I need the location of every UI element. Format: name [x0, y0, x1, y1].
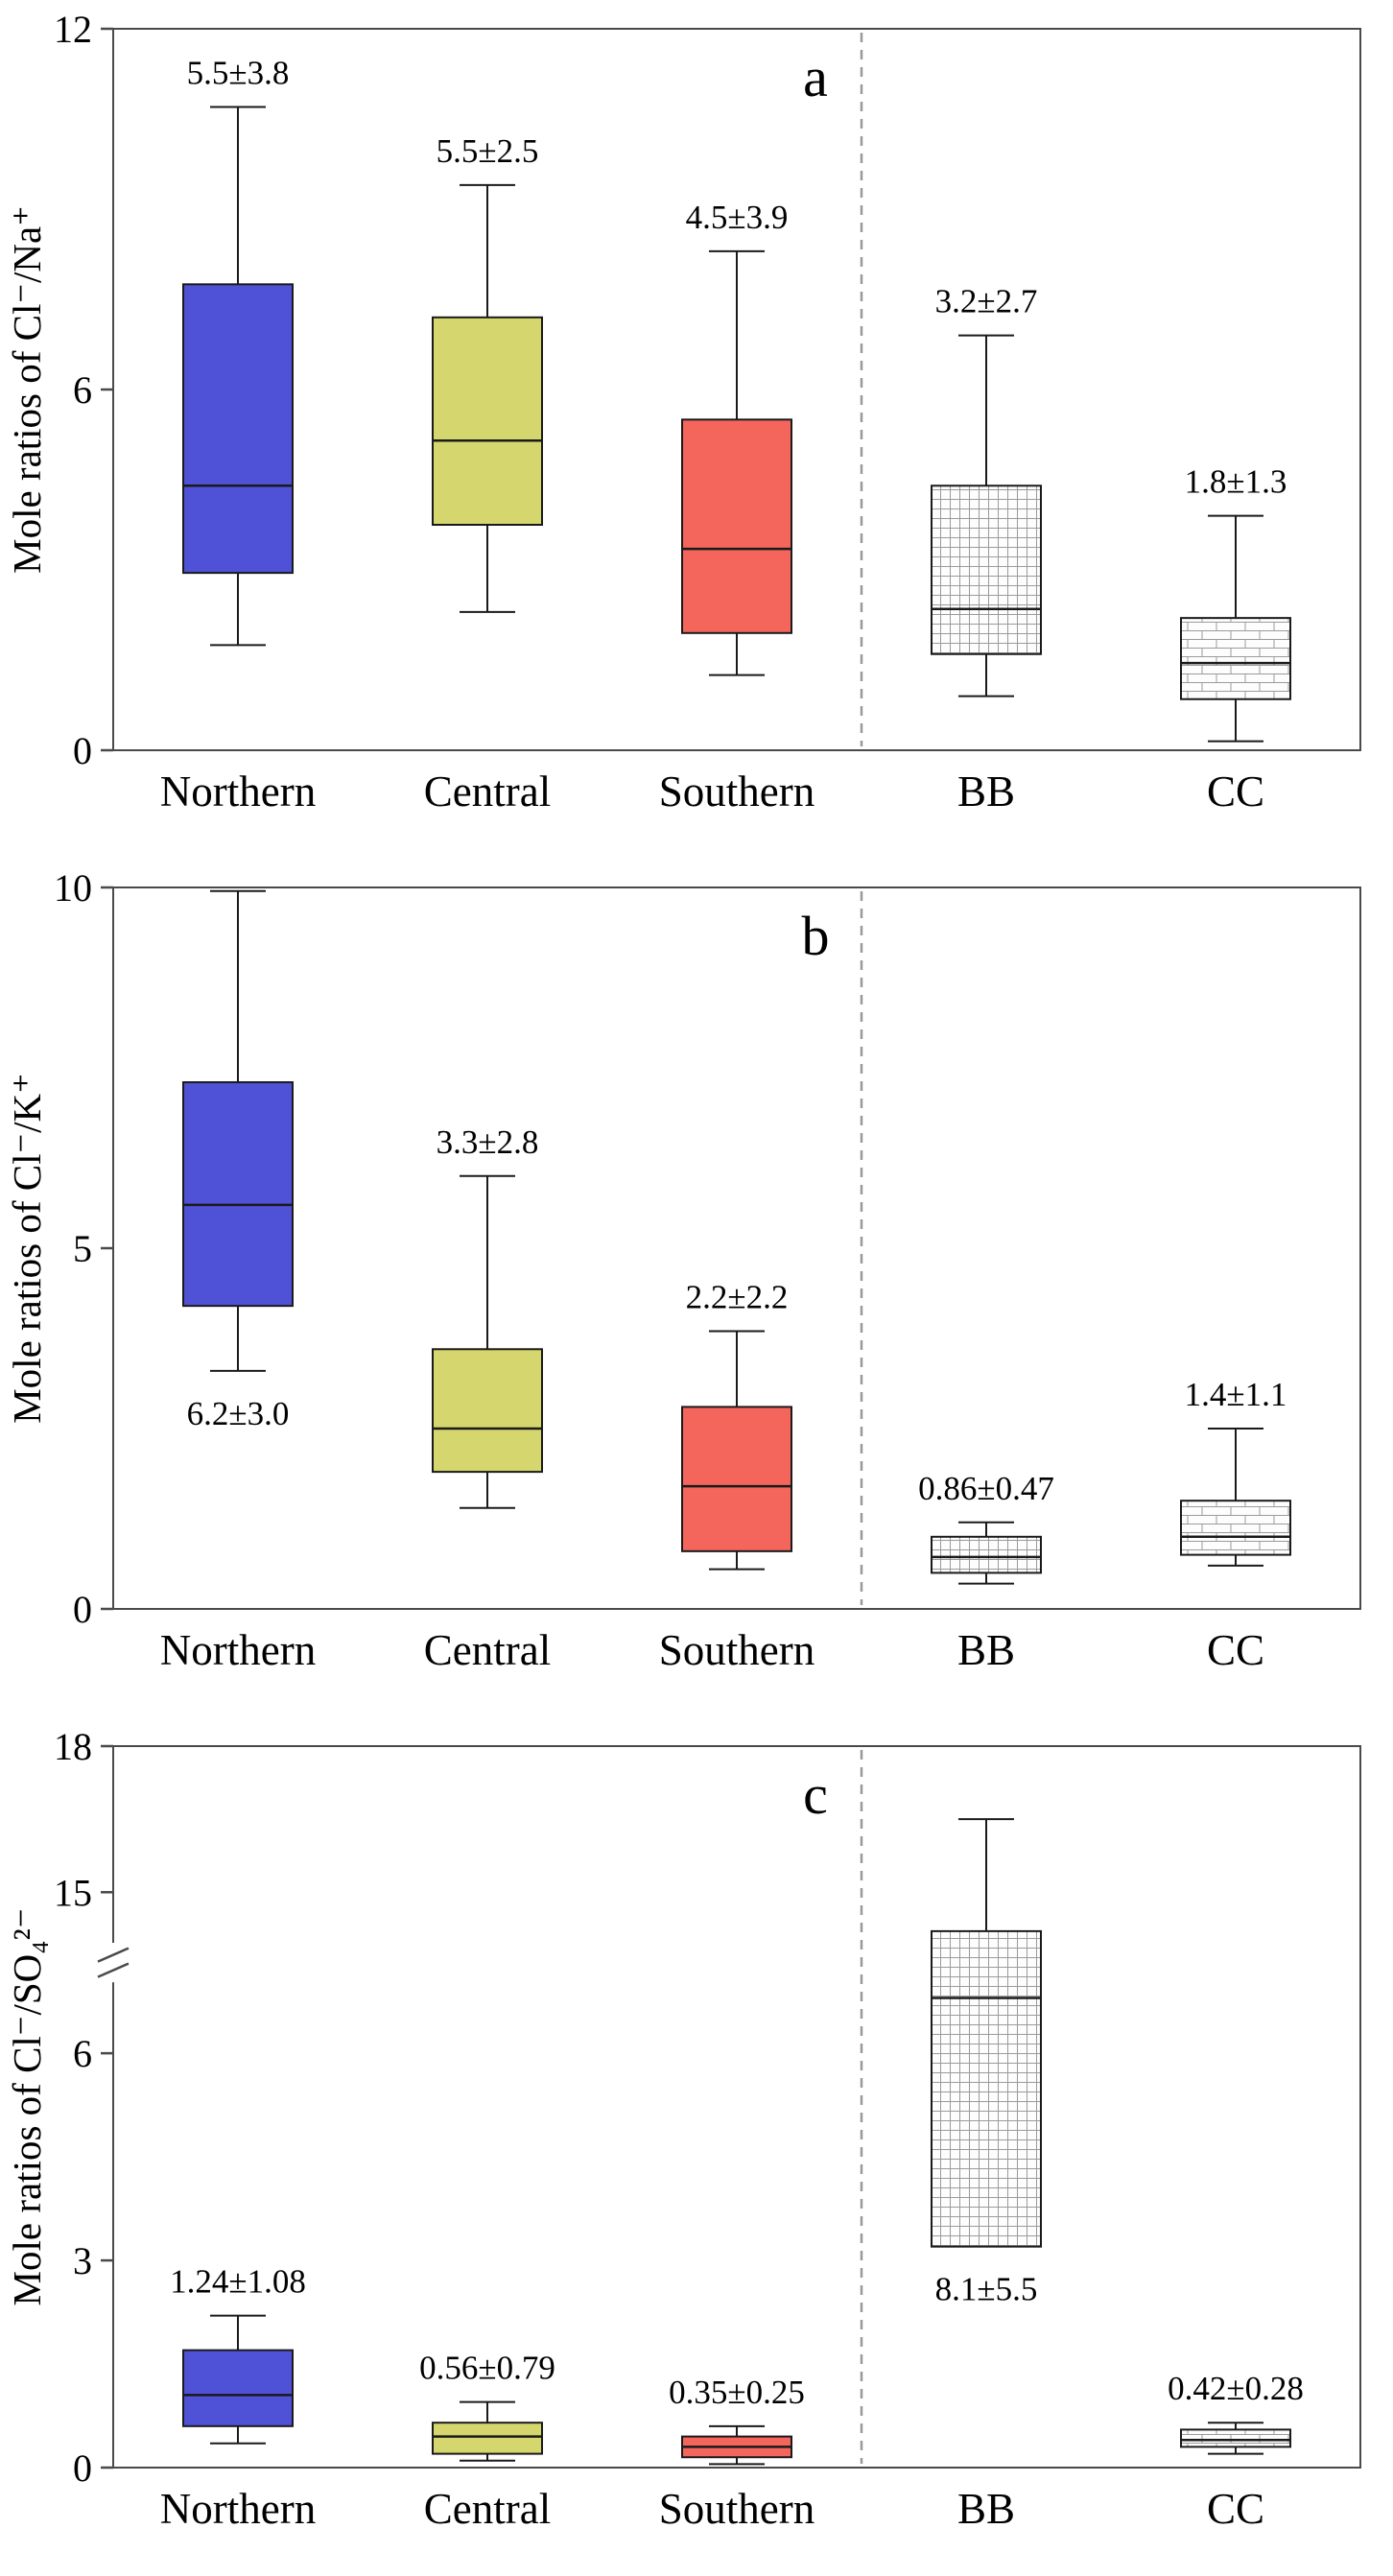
box-central: 0.56±0.79 — [419, 2350, 555, 2462]
axis-break-slash-2 — [97, 1962, 130, 1978]
mean-sd-label: 6.2±3.0 — [187, 1395, 290, 1432]
iqr-box — [1180, 617, 1291, 700]
category-label: Central — [424, 1626, 551, 1674]
category-label: BB — [957, 1626, 1015, 1674]
panel-a: 0 6 12 a Mole ratios of Cl⁻/Na⁺ 5.5±3.8 Northe… — [0, 0, 1393, 859]
category-label: Northern — [160, 1626, 316, 1674]
box-bb: 8.1±5.5 — [931, 1818, 1042, 2308]
category-label: CC — [1207, 2485, 1264, 2533]
iqr-box — [182, 283, 294, 575]
iqr-box — [182, 2349, 294, 2427]
box-cc: 1.8±1.3 — [1180, 463, 1291, 743]
box-cc: 1.4±1.1 — [1180, 1376, 1291, 1567]
mean-sd-label: 1.24±1.08 — [170, 2263, 306, 2301]
category-label: Northern — [160, 2485, 316, 2533]
y-tick-label: 5 — [73, 1227, 92, 1270]
category-label: Central — [424, 2485, 551, 2533]
iqr-box — [432, 1348, 543, 1474]
y-tick-label: 3 — [73, 2239, 92, 2282]
y-tick-label: 6 — [73, 368, 92, 412]
iqr-box — [1180, 2428, 1291, 2448]
iqr-box — [182, 1081, 294, 1308]
mean-sd-label: 1.4±1.1 — [1185, 1376, 1287, 1413]
category-label: Southern — [659, 768, 815, 815]
category-label: CC — [1207, 1626, 1264, 1674]
category-label: Southern — [659, 1626, 815, 1674]
mean-sd-label: 0.56±0.79 — [419, 2350, 555, 2387]
mean-sd-label: 8.1±5.5 — [935, 2271, 1038, 2308]
box-central: 3.3±2.8 — [432, 1123, 543, 1509]
y-tick-label: 0 — [73, 1588, 92, 1631]
iqr-box — [931, 1929, 1042, 2248]
panel-letter: b — [802, 905, 830, 967]
y-axis-label: Mole ratios of Cl⁻/SO₄²⁻ — [5, 1908, 49, 2306]
mean-sd-label: 5.5±2.5 — [437, 132, 539, 170]
box-cc: 0.42±0.28 — [1168, 2370, 1304, 2455]
axis-break-mask — [109, 1943, 117, 1983]
y-axis-label: Mole ratios of Cl⁻/Na⁺ — [5, 205, 49, 574]
mean-sd-label: 0.86±0.47 — [918, 1470, 1054, 1507]
chart-panel-b: 0 5 10 b Mole ratios of Cl⁻/K⁺ 6.2±3.0 Norther… — [5, 866, 1361, 1674]
mean-sd-label: 4.5±3.9 — [686, 199, 789, 236]
box-central: 5.5±2.5 — [432, 132, 543, 613]
y-tick-label: 6 — [73, 2032, 92, 2075]
mean-sd-label: 3.2±2.7 — [935, 283, 1038, 320]
chart-panel-c: 0 3 6 15 18 c Mole ratios of Cl⁻/SO₄²⁻ 1.24±1.0… — [5, 1725, 1361, 2533]
panel-letter: c — [803, 1763, 828, 1826]
iqr-box — [681, 1406, 792, 1552]
plot-border — [112, 1745, 1361, 2469]
axis-break-slash-1 — [97, 1947, 130, 1963]
box-southern: 0.35±0.25 — [669, 2374, 805, 2466]
category-label: Northern — [160, 768, 316, 815]
mean-sd-label: 0.35±0.25 — [669, 2374, 805, 2411]
panel-letter: a — [803, 46, 828, 108]
iqr-box — [931, 1535, 1042, 1574]
y-tick-label: 12 — [54, 8, 92, 51]
panel-c: 0 3 6 15 18 c Mole ratios of Cl⁻/SO₄²⁻ 1.24±1.0… — [0, 1717, 1393, 2576]
category-label: Central — [424, 768, 551, 815]
chart-panel-a: 0 6 12 a Mole ratios of Cl⁻/Na⁺ 5.5±3.8 Northe… — [5, 8, 1361, 815]
y-tick-label: 18 — [54, 1725, 92, 1768]
box-northern: 5.5±3.8 — [182, 54, 294, 647]
mean-sd-label: 2.2±2.2 — [686, 1278, 789, 1315]
iqr-box — [931, 484, 1042, 655]
mean-sd-label: 1.8±1.3 — [1185, 463, 1287, 501]
panel-b: 0 5 10 b Mole ratios of Cl⁻/K⁺ 6.2±3.0 Norther… — [0, 859, 1393, 1717]
category-label: BB — [957, 768, 1015, 815]
y-tick-label: 0 — [73, 729, 92, 772]
mean-sd-label: 0.42±0.28 — [1168, 2370, 1304, 2407]
box-southern: 4.5±3.9 — [681, 199, 792, 676]
category-label: CC — [1207, 768, 1264, 815]
y-tick-label: 15 — [54, 1871, 92, 1914]
y-tick-label: 0 — [73, 2446, 92, 2490]
mean-sd-label: 3.3±2.8 — [437, 1123, 539, 1161]
box-southern: 2.2±2.2 — [681, 1278, 792, 1571]
y-axis-label: Mole ratios of Cl⁻/K⁺ — [5, 1073, 49, 1424]
category-label: BB — [957, 2485, 1015, 2533]
iqr-box — [432, 2422, 543, 2455]
category-label: Southern — [659, 2485, 815, 2533]
iqr-box — [681, 418, 792, 634]
iqr-box — [432, 316, 543, 526]
mean-sd-label: 5.5±3.8 — [187, 54, 290, 91]
y-tick-label: 10 — [54, 866, 92, 910]
box-northern: 6.2±3.0 — [182, 889, 294, 1432]
box-northern: 1.24±1.08 — [170, 2263, 306, 2445]
box-bb: 3.2±2.7 — [931, 283, 1042, 697]
box-bb: 0.86±0.47 — [918, 1470, 1054, 1585]
iqr-box — [1180, 1500, 1291, 1556]
